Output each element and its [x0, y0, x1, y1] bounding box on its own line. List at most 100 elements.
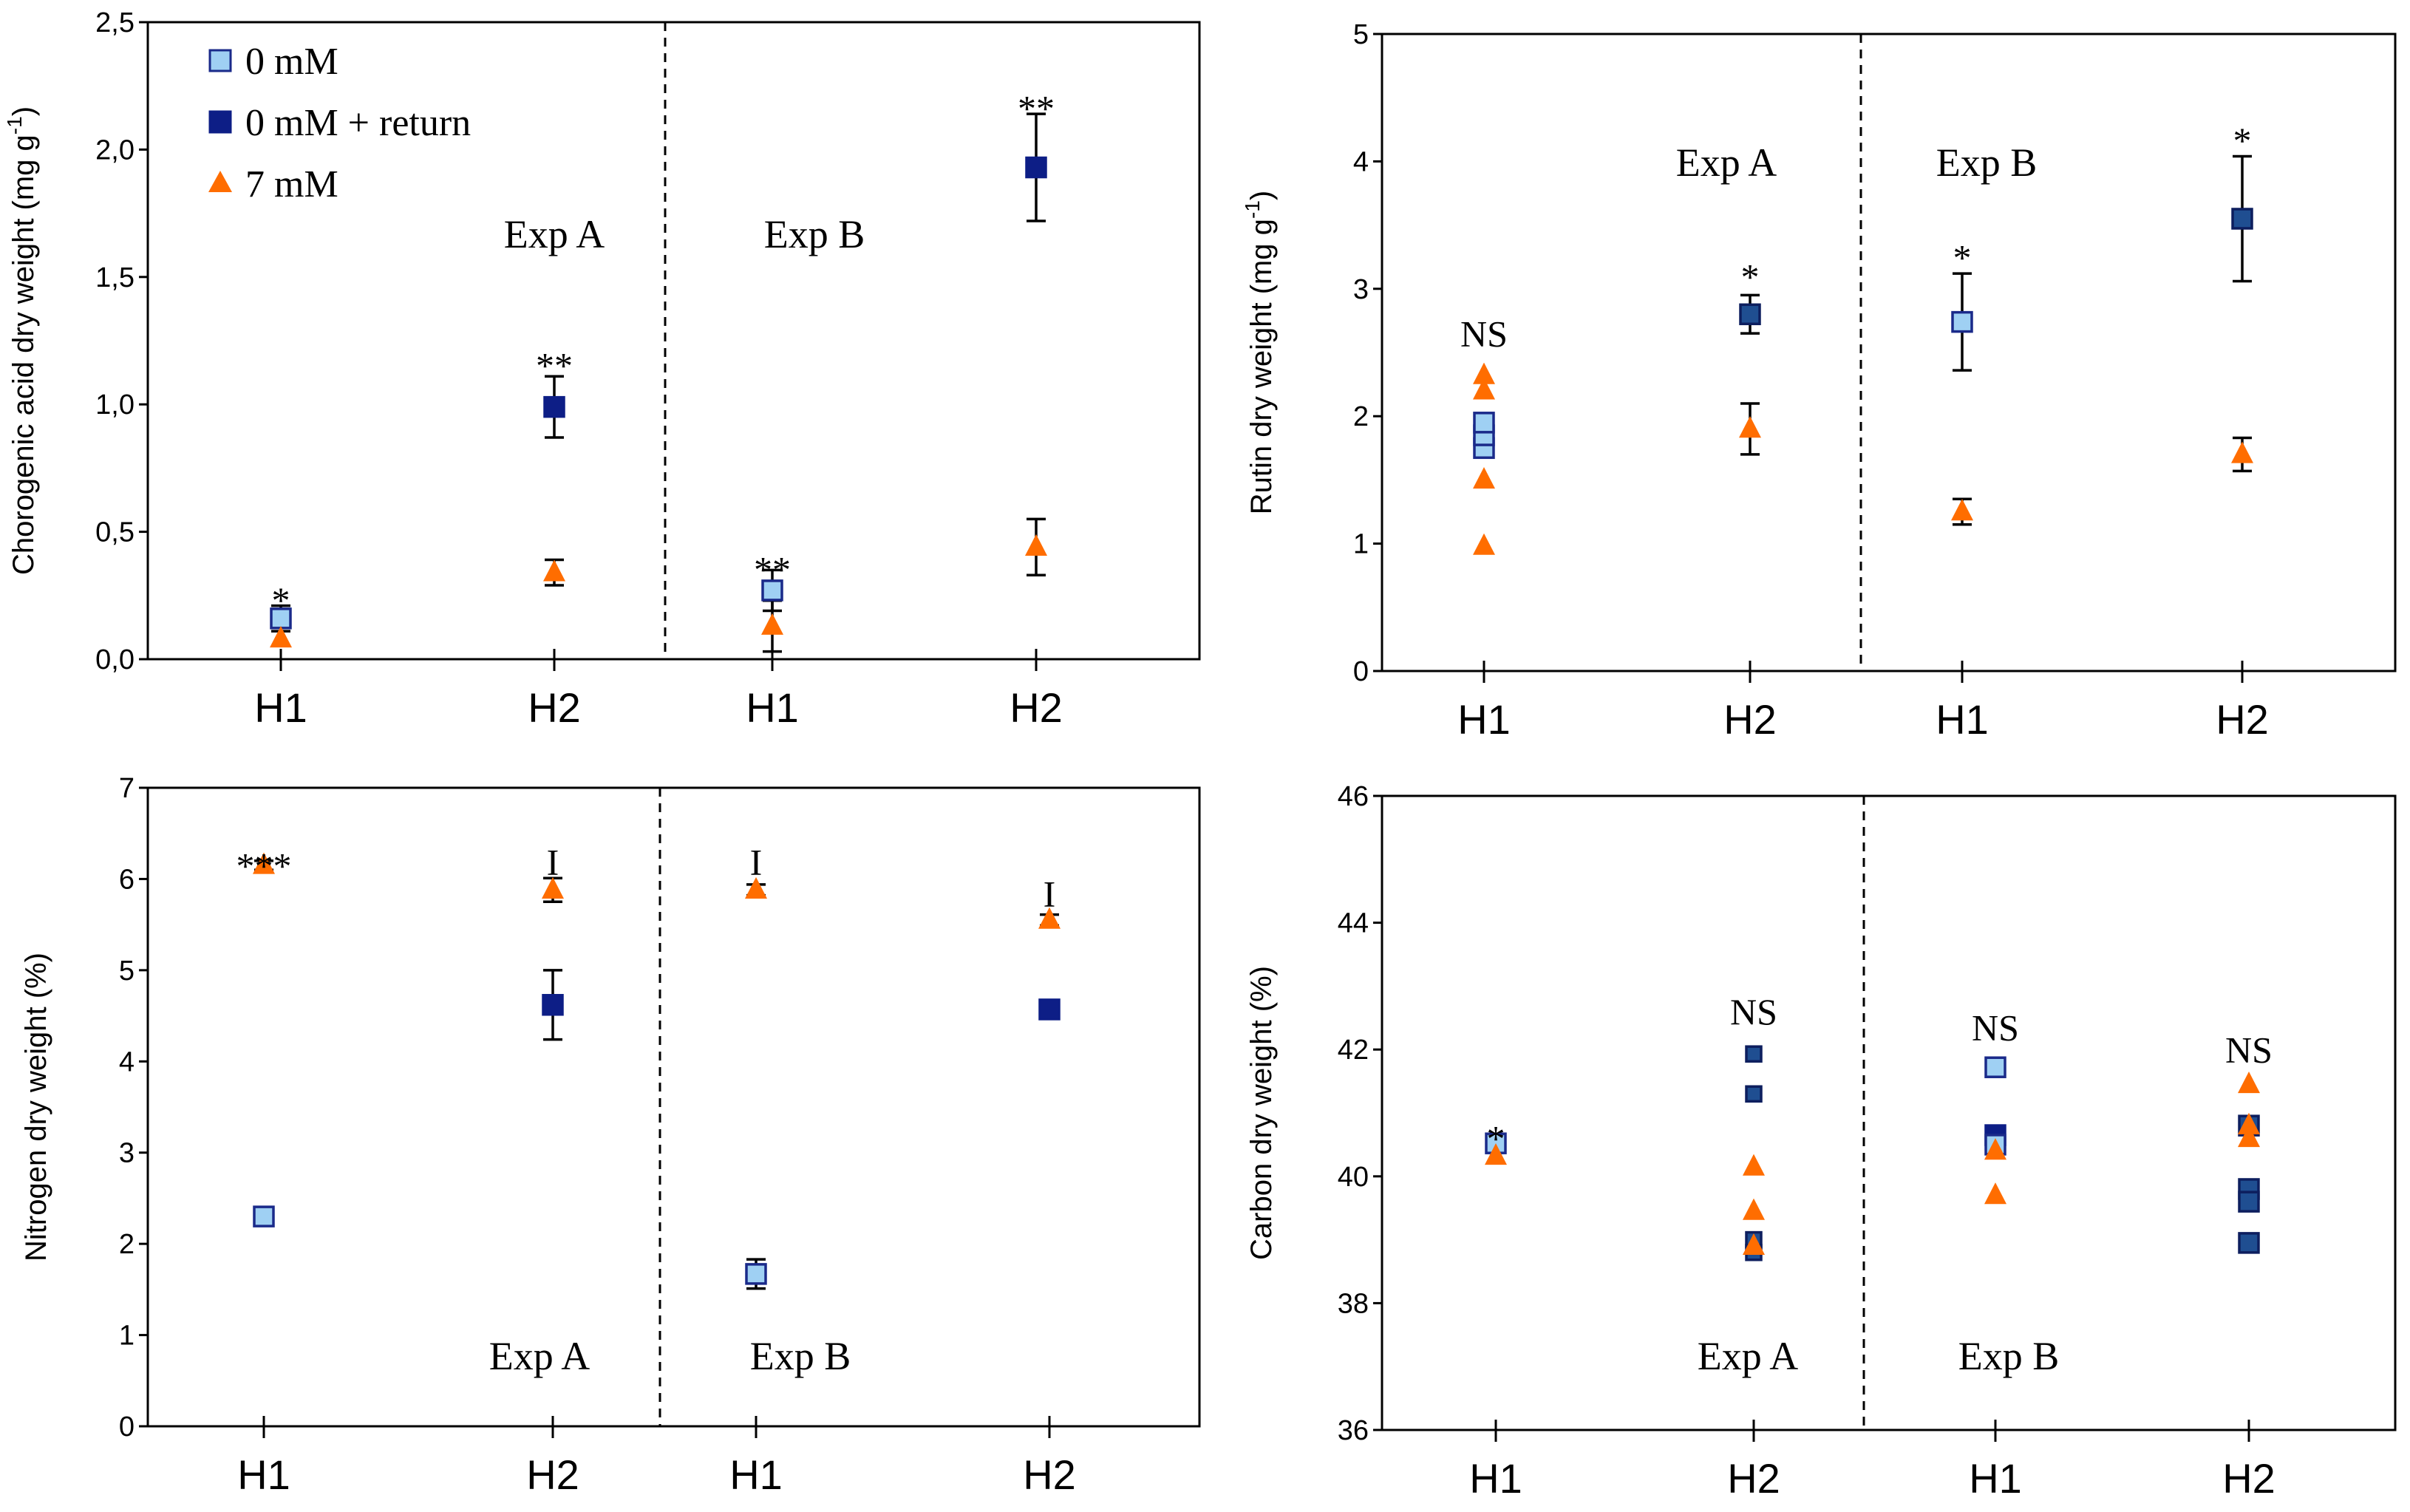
y-axis-label: Chorogenic acid dry weight (mg g-1) — [3, 106, 40, 575]
triangle-marker — [1984, 1138, 2006, 1160]
y-axis-label: Nitrogen dry weight (%) — [20, 953, 52, 1261]
legend-square-icon — [208, 110, 232, 134]
significance-label: ** — [536, 345, 573, 386]
experiment-label: Exp A — [1698, 1334, 1799, 1378]
x-tick-label: H1 — [1969, 1455, 2022, 1502]
square-marker — [1745, 1085, 1763, 1103]
square-marker — [2238, 1232, 2260, 1254]
x-tick-label: H1 — [729, 1451, 783, 1498]
experiment-label: Exp A — [489, 1334, 590, 1378]
square-marker — [543, 395, 565, 418]
triangle-marker — [1473, 362, 1495, 384]
x-tick-label: H2 — [2222, 1455, 2275, 1502]
legend-item: 7 mM — [208, 163, 338, 205]
square-marker — [1038, 998, 1061, 1021]
legend-label: 0 mM — [245, 41, 338, 83]
triangle-marker — [253, 852, 275, 874]
plot-frame — [1381, 33, 2397, 672]
plot-frame — [146, 21, 1201, 661]
significance-label: NS — [1972, 1007, 2019, 1048]
y-tick-label: 5 — [1353, 19, 1369, 50]
triangle-marker — [1951, 499, 1973, 521]
x-tick-label: H2 — [1727, 1455, 1780, 1502]
panel-4: 36 38 40 42 44 46 Carbon dry weight (%) H1 H2 H1 H… — [1245, 781, 2397, 1502]
legend-square-icon — [208, 49, 232, 72]
experiment-label: Exp B — [764, 212, 865, 256]
y-tick-label: 3 — [119, 1138, 135, 1169]
triangle-marker — [1038, 907, 1061, 929]
experiment-label: Exp A — [504, 212, 605, 256]
significance-label: NS — [1730, 991, 1777, 1032]
square-marker — [1951, 310, 1973, 333]
significance-label: * — [1953, 237, 1972, 279]
significance-label: NS — [2225, 1029, 2273, 1070]
x-tick-label: H2 — [1723, 696, 1777, 743]
y-tick-label: 44 — [1338, 908, 1369, 939]
significance-label: I — [547, 841, 559, 882]
square-marker — [1739, 303, 1761, 326]
y-tick-label: 0,5 — [95, 517, 135, 548]
triangle-marker — [2238, 1125, 2260, 1148]
significance-label: *** — [236, 845, 292, 887]
square-marker — [1984, 1056, 2006, 1078]
triangle-marker — [270, 626, 292, 648]
y-tick-label: 5 — [119, 956, 135, 987]
legend-label: 0 mM + return — [245, 102, 471, 144]
x-tick-label: H2 — [528, 684, 581, 731]
square-marker — [2238, 1191, 2260, 1213]
x-tick-label: H2 — [526, 1451, 579, 1498]
square-marker — [745, 1263, 767, 1285]
significance-label: ** — [1018, 87, 1055, 129]
square-marker — [542, 994, 564, 1016]
legend-item: 0 mM — [208, 41, 338, 83]
triangle-marker — [745, 876, 767, 899]
y-tick-label: 4 — [119, 1046, 135, 1077]
triangle-marker — [1984, 1182, 2006, 1205]
significance-label: NS — [1460, 313, 1508, 354]
x-tick-label: H2 — [1023, 1451, 1076, 1498]
significance-label: I — [1044, 873, 1056, 914]
experiment-label: Exp A — [1676, 140, 1777, 185]
x-tick-label: H1 — [1457, 696, 1511, 743]
y-tick-label: 4 — [1353, 146, 1369, 177]
significance-label: ** — [754, 549, 791, 590]
y-tick-label: 36 — [1338, 1415, 1369, 1446]
legend-label: 7 mM — [245, 163, 338, 205]
y-tick-label: 1 — [1353, 529, 1369, 560]
x-tick-label: H2 — [2216, 696, 2269, 743]
legend: 0 mM 0 mM + return 7 mM — [208, 41, 471, 205]
triangle-marker — [1743, 1198, 1765, 1220]
legend-item: 0 mM + return — [208, 102, 471, 144]
triangle-marker — [543, 559, 565, 582]
y-tick-label: 1 — [119, 1321, 135, 1352]
triangle-marker — [1485, 1142, 1507, 1165]
significance-label: * — [272, 579, 290, 621]
y-tick-label: 2 — [119, 1229, 135, 1260]
legend-triangle-icon — [208, 171, 232, 192]
y-tick-label: 1,0 — [95, 389, 135, 420]
y-tick-label: 38 — [1338, 1288, 1369, 1319]
triangle-marker — [1025, 534, 1047, 556]
triangle-marker — [2231, 441, 2253, 463]
significance-label: I — [750, 841, 763, 882]
x-tick-label: H1 — [1936, 696, 1989, 743]
plot-frame — [1381, 794, 2397, 1431]
triangle-marker — [1473, 533, 1495, 555]
y-axis-label: Carbon dry weight (%) — [1245, 966, 1278, 1260]
panel-1: 0,0 0,5 1,0 1,5 2,0 2,5 Chorogenic acid dry we… — [3, 7, 1201, 731]
y-tick-label: 46 — [1338, 781, 1369, 812]
y-tick-label: 2,0 — [95, 134, 135, 166]
y-tick-label: 0,0 — [95, 644, 135, 675]
triangle-marker — [2238, 1072, 2260, 1094]
triangle-marker — [1473, 378, 1495, 400]
y-tick-label: 6 — [119, 864, 135, 895]
significance-label: * — [1741, 256, 1760, 297]
x-tick-label: H1 — [746, 684, 799, 731]
experiment-label: Exp B — [750, 1334, 851, 1378]
y-tick-label: 42 — [1338, 1035, 1369, 1066]
triangle-marker — [2238, 1112, 2260, 1134]
square-marker — [761, 579, 783, 602]
triangle-marker — [1739, 416, 1761, 438]
square-marker — [1473, 412, 1495, 434]
